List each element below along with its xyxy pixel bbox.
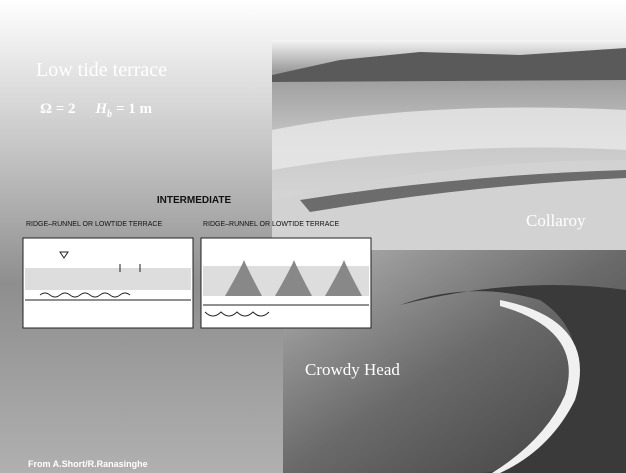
diagram-caption: RIDGE–RUNNEL OR LOWTIDE TERRACE bbox=[26, 221, 162, 228]
slide-title: Low tide terrace bbox=[36, 59, 167, 81]
diagram-right bbox=[201, 238, 371, 328]
photo-label: Crowdy Head bbox=[305, 360, 400, 379]
formula-h-value: = 1 m bbox=[116, 101, 153, 117]
credit: From A.Short/R.Ranasinghe bbox=[28, 459, 148, 469]
diagram-heading: INTERMEDIATE bbox=[157, 195, 232, 206]
diagram-left bbox=[23, 238, 193, 328]
slide: Low tide terrace Ω = 2 Hb= 1 m INTERMEDI… bbox=[0, 0, 626, 473]
diagram-caption: RIDGE–RUNNEL OR LOWTIDE TERRACE bbox=[203, 221, 339, 228]
formula-omega: Ω = 2 bbox=[40, 101, 76, 117]
formula-h-sub: b bbox=[107, 109, 112, 120]
photo-label: Collaroy bbox=[526, 211, 586, 230]
